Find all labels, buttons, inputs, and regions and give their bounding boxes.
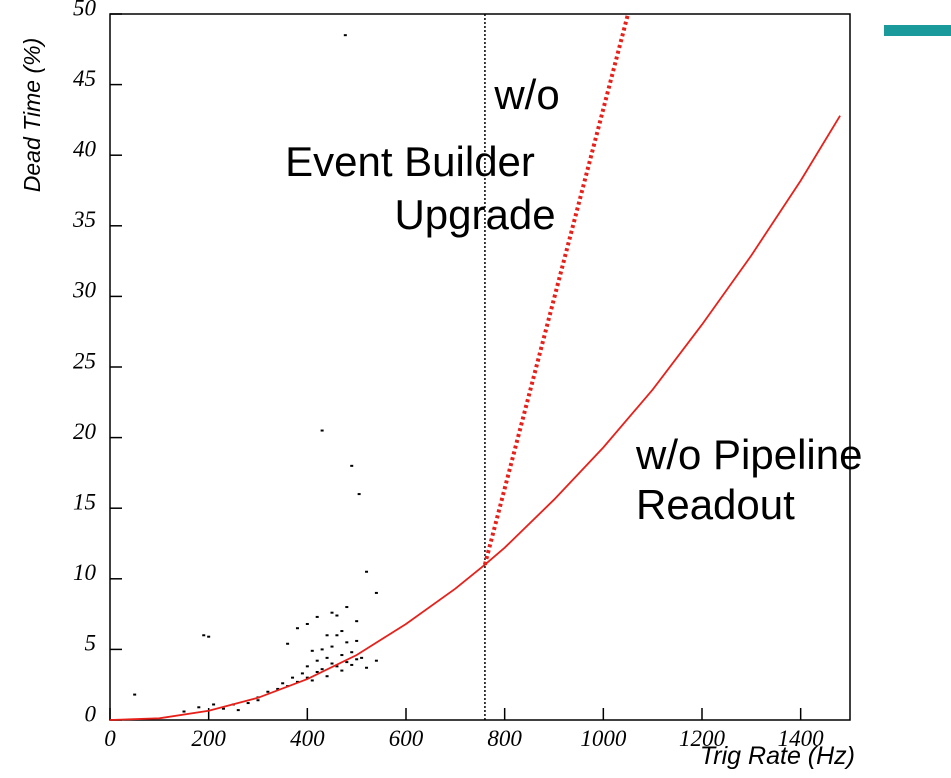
scatter-point <box>340 654 344 657</box>
scatter-point <box>202 634 206 637</box>
scatter-point <box>315 615 319 618</box>
annotation: w/o <box>493 71 559 118</box>
scatter-point <box>357 493 361 496</box>
scatter-point <box>300 672 304 675</box>
x-tick-label: 200 <box>191 726 226 751</box>
scatter-point <box>310 679 314 682</box>
scatter-point <box>340 630 344 633</box>
scatter-point <box>330 611 334 614</box>
scatter-point <box>212 703 216 706</box>
scatter-point <box>266 690 270 693</box>
scatter-point <box>360 656 364 659</box>
scatter-point <box>335 614 339 617</box>
annotation: w/o Pipeline <box>635 431 862 478</box>
scatter-point <box>335 665 339 668</box>
y-tick-label: 25 <box>73 348 96 373</box>
y-tick-label: 30 <box>72 278 97 303</box>
y-tick-label: 50 <box>73 0 97 20</box>
scatter-point <box>355 620 359 623</box>
y-tick-label: 15 <box>73 489 96 514</box>
scatter-point <box>276 687 280 690</box>
x-tick-label: 1400 <box>778 726 825 751</box>
scatter-point <box>295 627 299 630</box>
scatter-point <box>221 707 225 710</box>
scatter-point <box>320 648 324 651</box>
scatter-point <box>343 34 347 37</box>
x-tick-label: 0 <box>104 726 116 751</box>
scatter-point <box>350 663 354 666</box>
scatter-point <box>315 670 319 673</box>
x-tick-label: 1200 <box>679 726 726 751</box>
scatter-point <box>325 675 329 678</box>
scatter-point <box>345 606 349 609</box>
x-tick-label: 400 <box>290 726 325 751</box>
scatter-point <box>305 665 309 668</box>
y-tick-label: 35 <box>72 207 96 232</box>
scatter-point <box>291 676 295 679</box>
x-tick-label: 600 <box>389 726 424 751</box>
scatter-point <box>365 666 369 669</box>
scatter-point <box>374 591 378 594</box>
decor-bar <box>884 25 951 36</box>
scatter-point <box>355 658 359 661</box>
y-tick-label: 45 <box>73 66 96 91</box>
scatter-point <box>133 693 137 696</box>
y-tick-label: 5 <box>85 631 97 656</box>
scatter-point <box>320 429 324 432</box>
scatter-point <box>345 661 349 664</box>
scatter-point <box>320 668 324 671</box>
plot-frame <box>109 13 851 721</box>
scatter-point <box>305 622 309 625</box>
y-tick-label: 0 <box>85 701 97 726</box>
scatter-point <box>246 702 250 705</box>
scatter-point <box>335 634 339 637</box>
scatter-point <box>330 662 334 665</box>
scatter-point <box>350 651 354 654</box>
scatter-point <box>305 676 309 679</box>
dotted-line <box>482 13 630 566</box>
y-tick-label: 10 <box>73 560 97 585</box>
y-axis-title: Dead Time (%) <box>19 38 45 192</box>
scatter-point <box>355 639 359 642</box>
scatter-point <box>315 659 319 662</box>
scatter-point <box>207 635 211 638</box>
y-tick-label: 40 <box>73 136 97 161</box>
scatter-point <box>345 641 349 644</box>
scatter-point <box>256 699 260 702</box>
scatter-point <box>325 656 329 659</box>
scatter-point <box>182 710 186 713</box>
scatter-point <box>325 634 329 637</box>
scatter-point <box>340 669 344 672</box>
scatter-point <box>286 642 290 645</box>
scatter-point <box>365 570 369 573</box>
y-tick-label: 20 <box>73 419 97 444</box>
annotation: Upgrade <box>394 191 555 238</box>
scatter-point <box>281 682 285 685</box>
x-tick-label: 800 <box>487 726 522 751</box>
scatter-point <box>374 659 378 662</box>
annotation: Event Builder <box>285 138 535 185</box>
scatter-point <box>236 709 240 712</box>
scatter-point <box>310 649 314 652</box>
scatter-point <box>350 464 354 467</box>
x-tick-label: 1000 <box>580 726 627 751</box>
scatter-point <box>197 706 201 709</box>
scatter-point <box>330 645 334 648</box>
annotation: Readout <box>636 481 795 528</box>
x-axis-title: Trig Rate (Hz) <box>700 742 855 770</box>
